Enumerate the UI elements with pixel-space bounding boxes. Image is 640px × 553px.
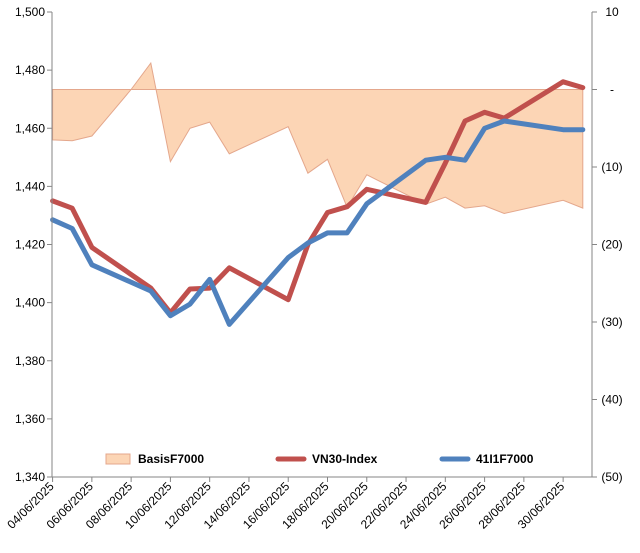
left-tick-label: 1,480 bbox=[15, 63, 45, 77]
left-tick-label: 1,440 bbox=[15, 179, 45, 193]
right-tick-label: - bbox=[610, 83, 614, 97]
left-tick-label: 1,380 bbox=[15, 354, 45, 368]
basis-area-layer bbox=[52, 61, 584, 215]
series-basisf7000-area bbox=[52, 61, 584, 215]
left-tick-label: 1,400 bbox=[15, 296, 45, 310]
right-tick-label: 10 bbox=[605, 5, 619, 19]
right-tick-label: (10) bbox=[601, 160, 622, 174]
legend-label-41i1f7000: 41I1F7000 bbox=[476, 452, 534, 466]
right-tick-label: (50) bbox=[601, 470, 622, 484]
line-layer bbox=[50, 79, 586, 327]
legend-swatch-basisf7000 bbox=[105, 453, 131, 465]
left-tick-label: 1,340 bbox=[15, 470, 45, 484]
legend-label-vn30-index: VN30-Index bbox=[312, 452, 378, 466]
right-tick-label: (40) bbox=[601, 393, 622, 407]
legend-label-basisf7000: BasisF7000 bbox=[138, 452, 204, 466]
legend: BasisF7000 VN30-Index 41I1F7000 bbox=[105, 452, 534, 466]
right-tick-label: (20) bbox=[601, 238, 622, 252]
left-tick-label: 1,500 bbox=[15, 5, 45, 19]
right-tick-label: (30) bbox=[601, 315, 622, 329]
series-41i1f7000-line bbox=[50, 118, 586, 327]
left-tick-label: 1,460 bbox=[15, 121, 45, 135]
left-tick-label: 1,360 bbox=[15, 412, 45, 426]
left-tick-label: 1,420 bbox=[15, 238, 45, 252]
